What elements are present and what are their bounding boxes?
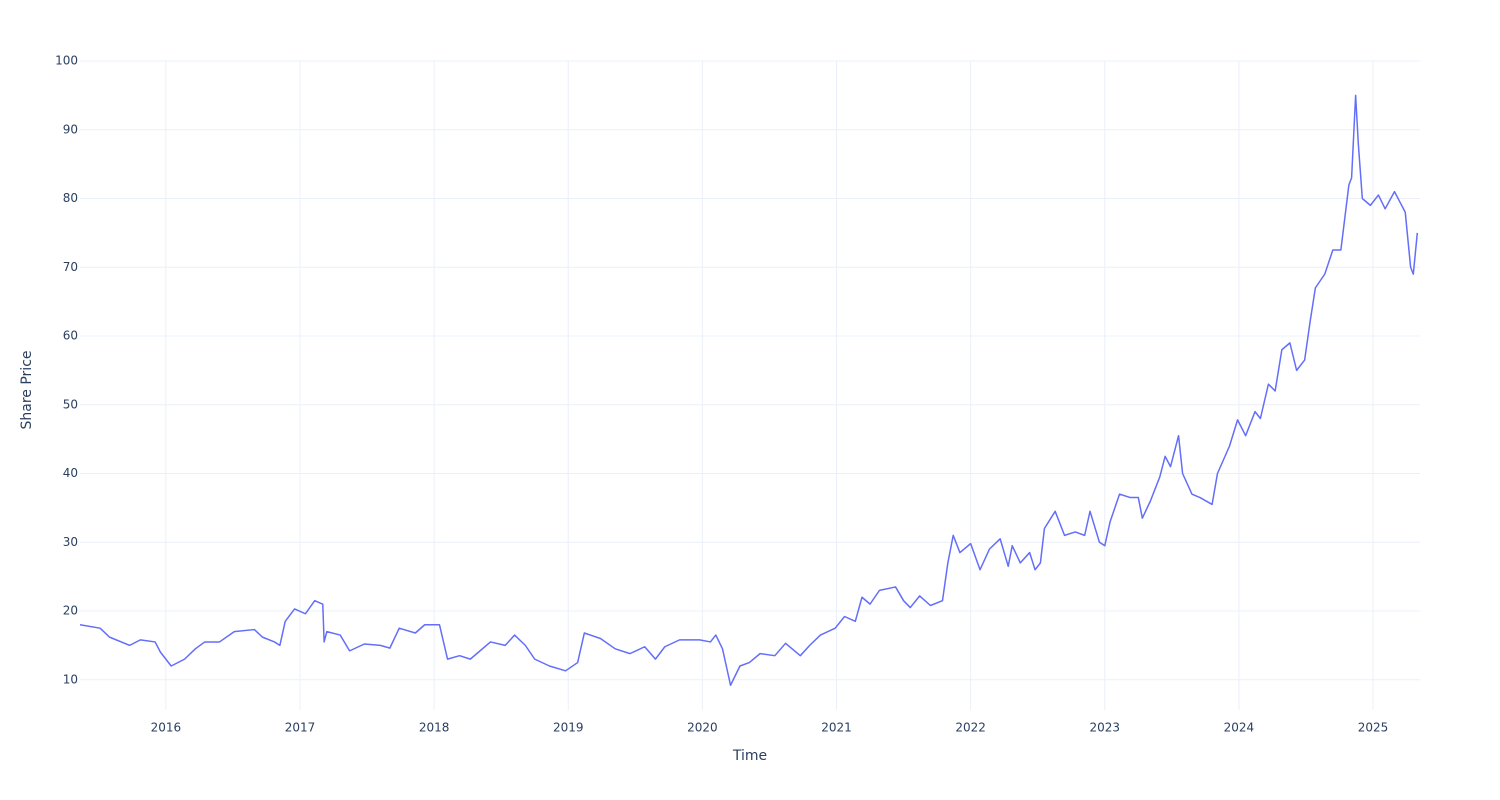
x-axis-title: Time	[732, 748, 767, 764]
y-tick-label: 50	[63, 397, 78, 411]
x-tick-label: 2017	[285, 721, 316, 735]
y-axis-title: Share Price	[19, 350, 35, 429]
x-tick-label: 2025	[1358, 721, 1389, 735]
x-tick-label: 2021	[821, 721, 852, 735]
x-tick-label: 2022	[955, 721, 986, 735]
x-tick-label: 2024	[1224, 721, 1255, 735]
y-tick-label: 60	[63, 329, 78, 343]
x-tick-label: 2019	[553, 721, 584, 735]
y-tick-label: 40	[63, 466, 78, 480]
y-tick-label: 20	[63, 604, 78, 618]
x-tick-label: 2020	[687, 721, 718, 735]
x-tick-label: 2023	[1090, 721, 1121, 735]
y-tick-label: 100	[55, 54, 78, 68]
x-tick-label: 2016	[151, 721, 182, 735]
x-tick-label: 2018	[419, 721, 450, 735]
y-tick-label: 10	[63, 672, 78, 686]
y-tick-label: 70	[63, 260, 78, 274]
y-tick-label: 90	[63, 122, 78, 136]
y-tick-label: 30	[63, 535, 78, 549]
y-tick-label: 80	[63, 191, 78, 205]
price-line	[79, 94, 1419, 686]
